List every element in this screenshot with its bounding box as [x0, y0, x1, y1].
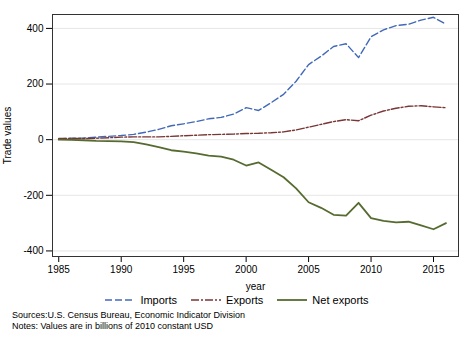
svg-text:2000: 2000 — [235, 264, 258, 275]
svg-text:2015: 2015 — [422, 264, 445, 275]
html-text:Exports: Exports — [226, 294, 264, 306]
svg-text:400: 400 — [27, 23, 44, 34]
svg-text:2005: 2005 — [297, 264, 320, 275]
svg-text:-200: -200 — [23, 190, 43, 201]
svg-text:200: 200 — [27, 78, 44, 89]
html-text:Notes: Values are in billions: Notes: Values are in billions of 2010 co… — [12, 321, 213, 332]
svg-text:2010: 2010 — [360, 264, 383, 275]
svg-text:-400: -400 — [23, 245, 43, 256]
svg-text:1990: 1990 — [110, 264, 133, 275]
html-text:Net exports: Net exports — [312, 294, 369, 306]
svg-text:year: year — [246, 281, 266, 292]
svg-text:Trade values: Trade values — [2, 107, 13, 164]
svg-text:1985: 1985 — [48, 264, 71, 275]
html-text:Sources:U.S. Census Bureau, Ec: Sources:U.S. Census Bureau, Economic Ind… — [12, 310, 246, 320]
svg-text:1995: 1995 — [173, 264, 196, 275]
svg-text:0: 0 — [38, 134, 44, 145]
html-text:Imports: Imports — [140, 294, 178, 306]
